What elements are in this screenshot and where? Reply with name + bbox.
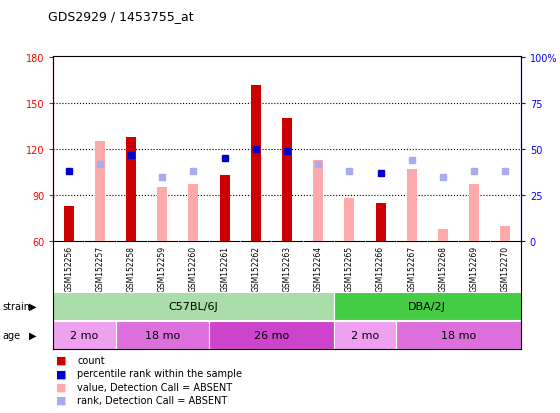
Text: 2 mo: 2 mo — [351, 330, 379, 340]
Bar — [344, 199, 354, 242]
Text: 18 mo: 18 mo — [144, 330, 180, 340]
Text: GSM152256: GSM152256 — [64, 246, 73, 292]
Bar — [209, 321, 334, 349]
Bar — [189, 185, 198, 242]
Text: ■: ■ — [56, 382, 67, 392]
Text: GSM152262: GSM152262 — [251, 246, 260, 292]
Bar — [438, 229, 448, 242]
Text: 2 mo: 2 mo — [70, 330, 99, 340]
Bar — [95, 142, 105, 242]
Text: GSM152257: GSM152257 — [95, 246, 105, 292]
Bar — [396, 321, 521, 349]
Text: ■: ■ — [56, 395, 67, 405]
Text: DBA/2J: DBA/2J — [408, 301, 446, 311]
Text: ■: ■ — [56, 368, 67, 378]
Bar — [53, 292, 334, 320]
Text: GSM152263: GSM152263 — [282, 246, 292, 292]
Text: GSM152265: GSM152265 — [345, 246, 354, 292]
Bar — [251, 85, 261, 242]
Text: GSM152261: GSM152261 — [220, 246, 229, 292]
Text: GSM152270: GSM152270 — [501, 246, 510, 292]
Text: C57BL/6J: C57BL/6J — [169, 301, 218, 311]
Text: 18 mo: 18 mo — [441, 330, 476, 340]
Bar — [115, 321, 209, 349]
Text: GSM152269: GSM152269 — [469, 246, 479, 292]
Bar — [220, 176, 230, 242]
Text: GSM152264: GSM152264 — [314, 246, 323, 292]
Bar — [282, 119, 292, 242]
Bar — [126, 138, 136, 242]
Text: age: age — [3, 330, 21, 340]
Bar — [500, 226, 510, 242]
Text: count: count — [77, 355, 105, 365]
Bar — [53, 321, 115, 349]
Bar — [407, 170, 417, 242]
Text: GSM152260: GSM152260 — [189, 246, 198, 292]
Text: GSM152266: GSM152266 — [376, 246, 385, 292]
Text: 26 mo: 26 mo — [254, 330, 289, 340]
Text: GSM152258: GSM152258 — [127, 246, 136, 292]
Text: GSM152259: GSM152259 — [158, 246, 167, 292]
Text: strain: strain — [3, 301, 31, 311]
Bar — [469, 185, 479, 242]
Bar — [64, 206, 74, 242]
Text: GSM152268: GSM152268 — [438, 246, 447, 292]
Text: GDS2929 / 1453755_at: GDS2929 / 1453755_at — [48, 10, 193, 23]
Text: ▶: ▶ — [29, 330, 36, 340]
Text: ■: ■ — [56, 355, 67, 365]
Text: ▶: ▶ — [29, 301, 36, 311]
Text: rank, Detection Call = ABSENT: rank, Detection Call = ABSENT — [77, 395, 227, 405]
Bar — [313, 160, 323, 242]
Bar — [334, 292, 521, 320]
Bar — [334, 321, 396, 349]
Text: GSM152267: GSM152267 — [407, 246, 416, 292]
Text: percentile rank within the sample: percentile rank within the sample — [77, 368, 242, 378]
Bar — [376, 203, 385, 242]
Bar — [157, 188, 167, 242]
Text: value, Detection Call = ABSENT: value, Detection Call = ABSENT — [77, 382, 232, 392]
